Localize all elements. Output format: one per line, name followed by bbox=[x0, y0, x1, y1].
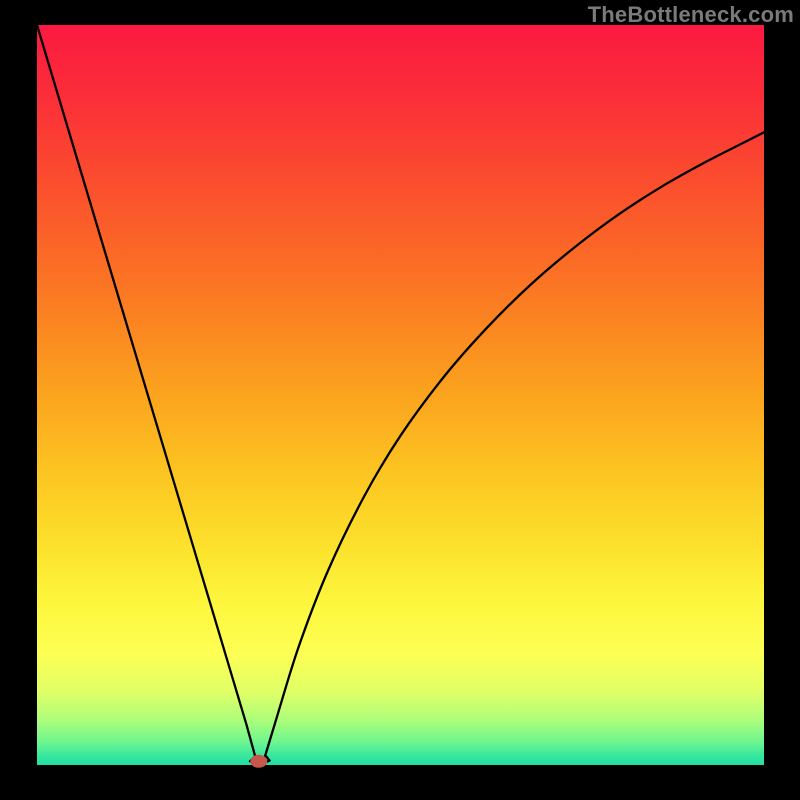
stage: TheBottleneck.com bbox=[0, 0, 800, 800]
bottleneck-chart bbox=[0, 0, 800, 800]
plot-background bbox=[37, 25, 764, 765]
attribution-text: TheBottleneck.com bbox=[588, 0, 800, 28]
minimum-marker bbox=[250, 755, 267, 768]
